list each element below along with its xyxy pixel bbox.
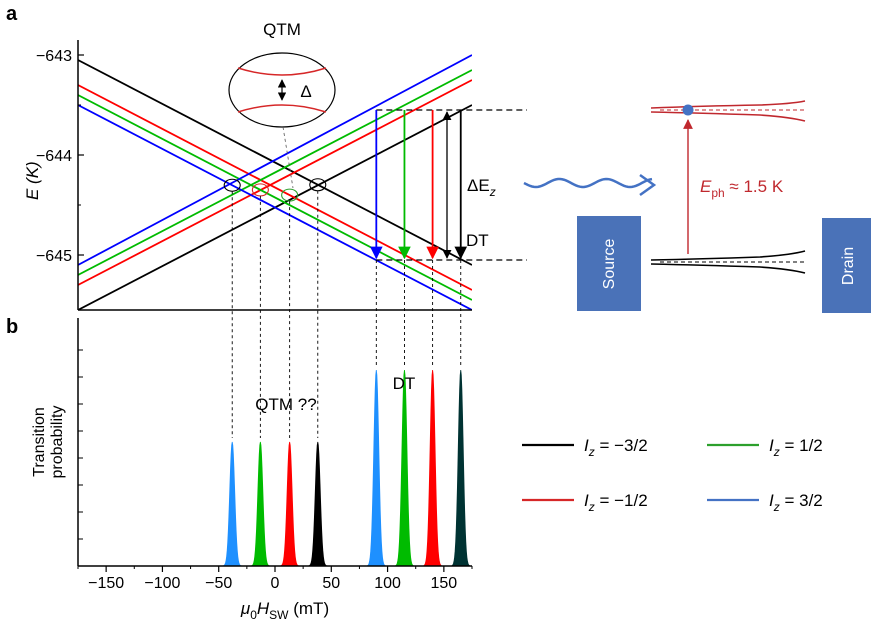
panel-label-b: b	[6, 316, 18, 338]
photon-wave	[523, 177, 653, 189]
b-xtick-label: −50	[205, 575, 232, 592]
legend-entry: Iz = −1/2	[584, 491, 648, 514]
inset-pointer	[282, 126, 294, 189]
delta-label: Δ	[300, 82, 311, 101]
dt-label-a: DT	[466, 231, 489, 250]
a-ytick-label: −645	[36, 248, 72, 265]
upper-level-bottom	[650, 111, 806, 122]
panel-a-y-label: E (K)	[23, 161, 42, 200]
energy-line-3-0	[78, 104, 472, 310]
transition-peak	[450, 370, 471, 567]
legend-entry: Iz = 1/2	[769, 436, 823, 459]
energy-line-2-0	[78, 94, 472, 301]
photon-energy-label: Eph ≈ 1.5 K	[700, 177, 784, 200]
tunneling-schematic: Source Drain Eph ≈ 1.5 K	[523, 100, 871, 313]
b-xtick-label: −150	[88, 575, 124, 592]
panel-a-energy-diagram: −643 −644 −645 E (K) QTM Δ ΔEz DT	[23, 20, 527, 311]
legend-entry: Iz = 3/2	[769, 491, 823, 514]
energy-line-3-1	[78, 54, 472, 266]
energy-line-2-1	[78, 69, 472, 276]
panel-b-y-label-line1: Transition	[31, 407, 48, 477]
b-xtick-label: 100	[374, 575, 401, 592]
a-ytick-label: −644	[36, 148, 72, 165]
panel-a-y-ticks: −643 −644 −645	[36, 48, 84, 265]
qtm-label: QTM	[263, 20, 301, 39]
energy-level-lines	[78, 54, 472, 310]
transition-peak	[222, 441, 243, 567]
dt-label-b: DT	[393, 374, 416, 393]
legend-entry: Iz = −3/2	[584, 436, 648, 459]
transition-peak	[279, 441, 300, 567]
qtm-lower-branch	[237, 104, 327, 113]
transition-peak	[366, 370, 387, 567]
delta-ez-label: ΔEz	[467, 176, 496, 199]
panel-b-y-ticks	[78, 349, 83, 540]
photon-arrow-head	[639, 173, 657, 197]
b-xtick-label: −100	[144, 575, 180, 592]
lower-level-top	[650, 250, 806, 261]
legend: Iz = −3/2 Iz = 1/2 Iz = −1/2 Iz = 3/2	[522, 436, 823, 514]
source-box	[577, 216, 641, 311]
transition-peak	[307, 441, 328, 567]
direct-transition-arrows	[370, 109, 527, 261]
b-xtick-label: 50	[322, 575, 340, 592]
b-xtick-label: 150	[431, 575, 458, 592]
energy-line-0-0	[78, 59, 472, 266]
panel-b-x-label: μ0HSW (mT)	[240, 599, 329, 622]
b-xtick-label: 0	[271, 575, 280, 592]
connector-dashed-lines	[231, 190, 462, 438]
upper-level-top	[650, 100, 806, 109]
lower-level-bottom	[650, 263, 806, 274]
source-label: Source	[601, 239, 618, 290]
panel-label-a: a	[6, 3, 18, 25]
drain-box	[822, 218, 871, 313]
transition-peak	[250, 441, 271, 567]
a-ytick-label: −643	[36, 48, 72, 65]
qtm-upper-branch	[237, 67, 327, 76]
electron-dot	[682, 104, 694, 116]
qtm-question-label: QTM ??	[255, 395, 316, 414]
panel-b-transition-probability: −150 −100 −50 0 50 100 150 Transition probabil…	[31, 190, 473, 622]
drain-label: Drain	[840, 247, 857, 285]
transition-peak	[422, 370, 443, 567]
energy-line-1-1	[78, 79, 472, 286]
transition-peaks	[222, 370, 471, 567]
panel-b-x-ticks: −150 −100 −50 0 50 100 150	[77, 566, 473, 592]
panel-b-y-label-line2: probability	[49, 406, 66, 479]
transition-peak	[394, 370, 415, 567]
